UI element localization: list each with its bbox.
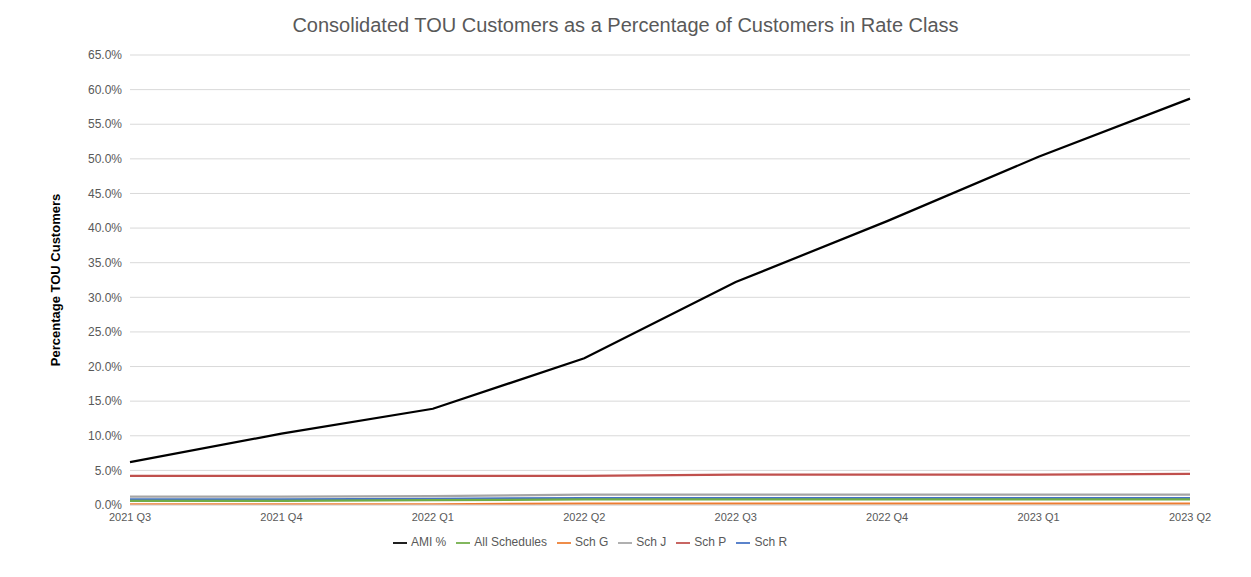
html-text:AMI %: AMI % — [410, 535, 447, 549]
svg-text:2023 Q2: 2023 Q2 — [1169, 511, 1211, 523]
svg-text:45.0%: 45.0% — [88, 187, 122, 201]
svg-text:2022 Q2: 2022 Q2 — [563, 511, 605, 523]
svg-text:0.0%: 0.0% — [95, 498, 123, 512]
svg-text:2022 Q3: 2022 Q3 — [715, 511, 757, 523]
html-text:Sch G: Sch G — [575, 535, 609, 549]
svg-text:40.0%: 40.0% — [88, 221, 122, 235]
svg-text:35.0%: 35.0% — [88, 256, 122, 270]
svg-text:2022 Q1: 2022 Q1 — [412, 511, 454, 523]
svg-text:10.0%: 10.0% — [88, 429, 122, 443]
svg-text:2023 Q1: 2023 Q1 — [1017, 511, 1059, 523]
svg-text:2021 Q3: 2021 Q3 — [109, 511, 151, 523]
html-text:Sch P: Sch P — [694, 535, 727, 549]
svg-text:50.0%: 50.0% — [88, 152, 122, 166]
svg-text:5.0%: 5.0% — [95, 464, 123, 478]
html-text:All Schedules: All Schedules — [474, 535, 547, 549]
svg-text:2022 Q4: 2022 Q4 — [866, 511, 908, 523]
svg-text:25.0%: 25.0% — [88, 325, 122, 339]
svg-text:60.0%: 60.0% — [88, 83, 122, 97]
svg-text:15.0%: 15.0% — [88, 394, 122, 408]
svg-text:65.0%: 65.0% — [88, 48, 122, 62]
html-text:Consolidated TOU Customers as: Consolidated TOU Customers as a Percenta… — [292, 14, 959, 36]
svg-text:55.0%: 55.0% — [88, 117, 122, 131]
html-text:Sch J: Sch J — [636, 535, 667, 549]
html-text:Sch R: Sch R — [754, 535, 788, 549]
svg-text:30.0%: 30.0% — [88, 291, 122, 305]
svg-text:Percentage TOU Customers: Percentage TOU Customers — [48, 194, 63, 366]
svg-text:2021 Q4: 2021 Q4 — [260, 511, 302, 523]
svg-text:20.0%: 20.0% — [88, 360, 122, 374]
